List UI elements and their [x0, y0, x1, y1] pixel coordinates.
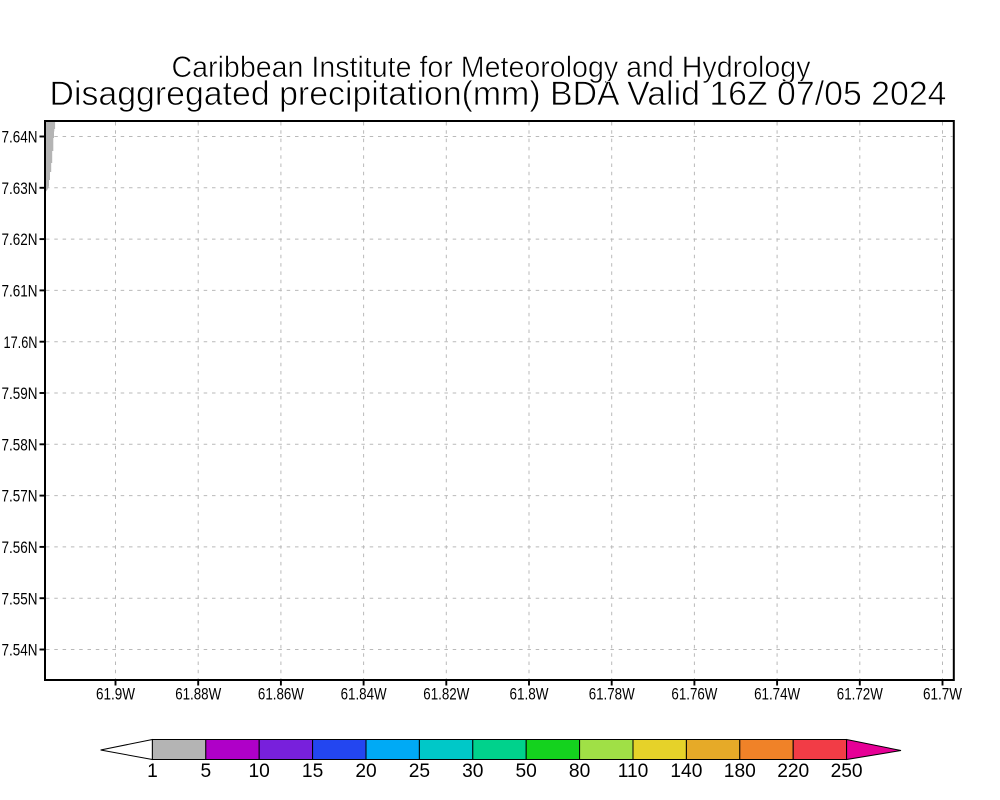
- svg-text:61.74W: 61.74W: [754, 686, 800, 704]
- svg-text:7.56N: 7.56N: [2, 539, 38, 557]
- svg-text:61.8W: 61.8W: [510, 686, 549, 704]
- svg-text:7.61N: 7.61N: [2, 283, 38, 301]
- svg-text:61.76W: 61.76W: [671, 686, 717, 704]
- svg-text:17.6N: 17.6N: [4, 334, 38, 352]
- svg-text:15: 15: [302, 761, 323, 782]
- svg-text:20: 20: [355, 761, 376, 782]
- svg-text:Caribbean Institute for Meteor: Caribbean Institute for Meteorology and …: [172, 51, 811, 84]
- svg-text:110: 110: [618, 761, 649, 782]
- svg-text:250: 250: [831, 761, 863, 782]
- svg-text:7.54N: 7.54N: [2, 642, 38, 660]
- svg-text:7.59N: 7.59N: [2, 385, 38, 403]
- svg-text:7.62N: 7.62N: [2, 231, 38, 249]
- svg-text:80: 80: [569, 761, 590, 782]
- svg-text:140: 140: [670, 761, 702, 782]
- svg-text:7.55N: 7.55N: [2, 590, 38, 608]
- svg-text:30: 30: [462, 761, 483, 782]
- svg-text:61.7W: 61.7W: [923, 686, 962, 704]
- svg-text:7.57N: 7.57N: [2, 488, 38, 506]
- svg-text:220: 220: [777, 761, 809, 782]
- svg-text:61.72W: 61.72W: [837, 686, 883, 704]
- svg-text:61.84W: 61.84W: [341, 686, 387, 704]
- svg-text:61.78W: 61.78W: [589, 686, 635, 704]
- svg-text:61.88W: 61.88W: [175, 686, 221, 704]
- svg-text:61.82W: 61.82W: [423, 686, 469, 704]
- svg-text:Disaggregated precipitation(mm: Disaggregated precipitation(mm) BDA Vali…: [50, 75, 947, 113]
- svg-text:7.63N: 7.63N: [2, 180, 38, 198]
- svg-text:25: 25: [409, 761, 430, 782]
- svg-text:7.64N: 7.64N: [2, 129, 38, 147]
- svg-text:10: 10: [249, 761, 270, 782]
- svg-text:1: 1: [147, 761, 158, 782]
- svg-text:61.9W: 61.9W: [96, 686, 135, 704]
- svg-text:50: 50: [516, 761, 537, 782]
- svg-text:7.58N: 7.58N: [2, 436, 38, 454]
- svg-text:61.86W: 61.86W: [258, 686, 304, 704]
- svg-text:5: 5: [200, 761, 211, 782]
- svg-text:180: 180: [724, 761, 756, 782]
